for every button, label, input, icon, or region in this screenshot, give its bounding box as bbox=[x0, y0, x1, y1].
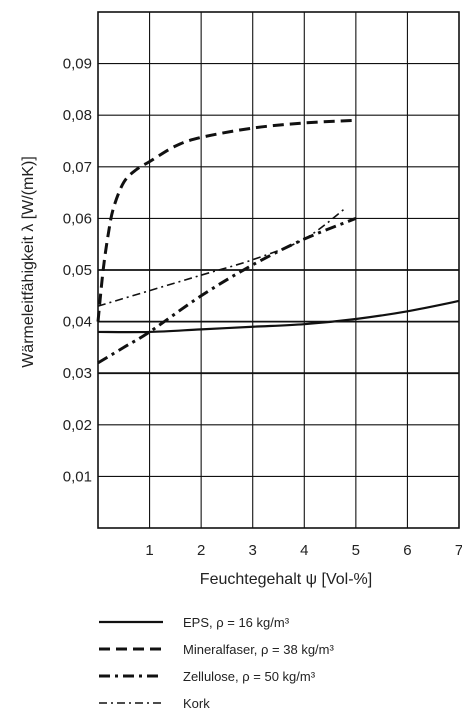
x-axis-label: Feuchtegehalt ψ [Vol-%] bbox=[200, 571, 372, 588]
plot-frame bbox=[97, 11, 460, 529]
y-tick-label: 0,09 bbox=[63, 56, 92, 73]
x-tick-label: 7 bbox=[455, 542, 462, 559]
grid bbox=[98, 12, 459, 528]
x-tick-label: 5 bbox=[352, 542, 360, 559]
legend-label-mineralfaser: Mineralfaser, ρ = 38 kg/m³ bbox=[183, 642, 334, 657]
legend-label-kork: Kork bbox=[183, 696, 210, 711]
legend: EPS, ρ = 16 kg/m³ Mineralfaser, ρ = 38 kg… bbox=[99, 615, 334, 711]
x-tick-label: 6 bbox=[403, 542, 411, 559]
y-tick-label: 0,03 bbox=[63, 365, 92, 382]
x-tick-label: 4 bbox=[300, 542, 308, 559]
y-axis-label: Wärmeleitfähigkeit λ [W/(mK)] bbox=[20, 156, 37, 368]
y-tick-label: 0,06 bbox=[63, 210, 92, 227]
series-line-kork bbox=[97, 207, 347, 307]
x-tick-label: 3 bbox=[249, 542, 257, 559]
y-tick-label: 0,08 bbox=[63, 107, 92, 124]
y-tick-label: 0,07 bbox=[63, 159, 92, 176]
y-tick-label: 0,04 bbox=[63, 314, 92, 331]
y-tick-labels: 0,01 0,02 0,03 0,04 0,05 0,06 0,07 0,08 0,09 bbox=[63, 56, 92, 486]
y-tick-label: 0,01 bbox=[63, 468, 92, 485]
x-tick-label: 2 bbox=[197, 542, 205, 559]
series-line-mineralfaser bbox=[96, 118, 356, 322]
y-tick-label: 0,05 bbox=[63, 262, 92, 279]
legend-label-zellulose: Zellulose, ρ = 50 kg/m³ bbox=[183, 669, 316, 684]
x-tick-labels: 1 2 3 4 5 6 7 bbox=[145, 542, 462, 559]
legend-label-eps: EPS, ρ = 16 kg/m³ bbox=[183, 615, 290, 630]
series-lines bbox=[96, 118, 460, 365]
x-tick-label: 1 bbox=[145, 542, 153, 559]
series-line-zellulose bbox=[97, 217, 357, 365]
y-tick-label: 0,02 bbox=[63, 417, 92, 434]
series-line-eps bbox=[97, 299, 460, 334]
